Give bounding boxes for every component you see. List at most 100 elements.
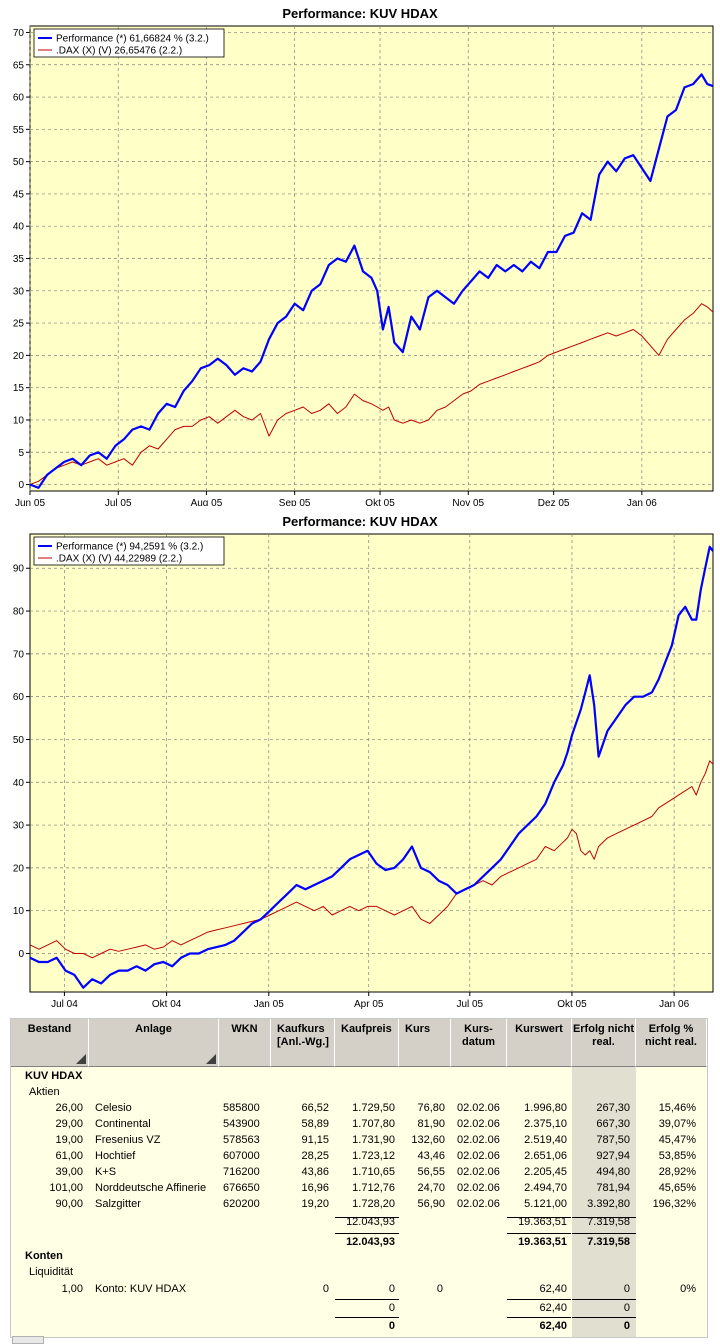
legend-entry: .DAX (X) (V) 26,65476 (2.2.) xyxy=(56,46,182,57)
tick-label-y: 65 xyxy=(13,60,25,71)
header-erfolg-pct[interactable]: Erfolg % nicht real. xyxy=(636,1019,707,1067)
cell-bestand: 19,00 xyxy=(55,1134,83,1146)
tick-label-y: 40 xyxy=(13,778,25,789)
subtotal-line xyxy=(507,1217,571,1218)
header-kursdatum[interactable]: Kurs- datum xyxy=(451,1019,507,1067)
konto-erfolg-pct: 0% xyxy=(680,1283,696,1295)
performance-chart-total: Performance: KUV HDAX 0 10 20 30 40 50 60 70 80 9… xyxy=(0,508,720,1012)
cell-datum: 02.02.06 xyxy=(457,1102,500,1114)
cell-datum: 02.02.06 xyxy=(457,1182,500,1194)
header-erfolg[interactable]: Erfolg nicht real. xyxy=(572,1019,636,1067)
tick-label-y: 50 xyxy=(13,735,25,746)
cell-kaufpreis: 1.728,20 xyxy=(352,1198,395,1210)
tick-label-x: Dez 05 xyxy=(538,498,570,506)
konten-total-kaufpreis: 0 xyxy=(388,1320,395,1332)
total-line xyxy=(335,1317,399,1318)
erfolg-column-highlight xyxy=(572,1067,636,1337)
cell-datum: 02.02.06 xyxy=(457,1118,500,1130)
cell-kaufpreis: 1.729,50 xyxy=(352,1102,395,1114)
tick-label-y: 0 xyxy=(18,949,24,960)
cell-datum: 02.02.06 xyxy=(457,1198,500,1210)
cell-erfolg-pct: 28,92% xyxy=(658,1166,696,1178)
header-kurswert[interactable]: Kurswert xyxy=(507,1019,572,1067)
cell-kaufpreis: 1.723,12 xyxy=(352,1150,395,1162)
tick-label-x: Jul 04 xyxy=(51,999,78,1010)
series-line xyxy=(29,545,714,989)
cell-kaufpreis: 1.707,80 xyxy=(352,1118,395,1130)
subtotal-line xyxy=(335,1299,399,1300)
tick-label-y: 10 xyxy=(13,415,25,426)
cell-erfolg: 667,30 xyxy=(596,1118,630,1130)
cell-bestand: 26,00 xyxy=(55,1102,83,1114)
cell-bestand: 39,00 xyxy=(55,1166,83,1178)
sort-corner-icon xyxy=(76,1054,86,1064)
aktien-total-kurswert: 19.363,51 xyxy=(518,1236,567,1248)
cell-wkn: 578563 xyxy=(223,1134,260,1146)
header-kaufpreis[interactable]: Kaufpreis xyxy=(335,1019,399,1067)
konto-bestand: 1,00 xyxy=(61,1283,83,1295)
cell-erfolg: 3.392,80 xyxy=(587,1198,630,1210)
header-kaufkurs[interactable]: Kaufkurs [Anl.-Wg.] xyxy=(271,1019,335,1067)
header-label: Kurswert xyxy=(515,1023,563,1035)
cell-kurs: 81,90 xyxy=(417,1118,445,1130)
series-line xyxy=(29,760,714,959)
cell-anlage: Fresenius VZ xyxy=(95,1134,161,1146)
cell-datum: 02.02.06 xyxy=(457,1166,500,1178)
aktien-total-erfolg: 7.319,58 xyxy=(587,1236,630,1248)
total-line xyxy=(572,1317,636,1318)
header-anlage[interactable]: Anlage xyxy=(89,1019,219,1067)
cell-kaufpreis: 1.712,76 xyxy=(352,1182,395,1194)
header-label: Kurs- datum xyxy=(462,1023,495,1048)
tick-label-x: Okt 05 xyxy=(365,498,395,506)
header-wkn[interactable]: WKN xyxy=(219,1019,271,1067)
portfolio-table: Bestand Anlage WKN Kaufkurs [Anl.-Wg.] K… xyxy=(10,1018,708,1338)
horizontal-scrollbar[interactable] xyxy=(12,1336,44,1344)
subtotal-line xyxy=(572,1299,636,1300)
plot-area xyxy=(29,533,714,993)
cell-kaufkurs: 66,52 xyxy=(301,1102,329,1114)
cell-kaufkurs: 16,96 xyxy=(301,1182,329,1194)
cell-kaufkurs: 19,20 xyxy=(301,1198,329,1210)
tick-label-y: 30 xyxy=(13,821,25,832)
cell-kurs: 56,90 xyxy=(417,1198,445,1210)
cell-erfolg-pct: 45,65% xyxy=(658,1182,696,1194)
legend-entry: .DAX (X) (V) 44,22989 (2.2.) xyxy=(56,554,182,565)
header-kurs[interactable]: Kurs xyxy=(399,1019,451,1067)
legend-entry: Performance (*) 94,2591 % (3.2.) xyxy=(56,542,203,553)
section-aktien: Aktien xyxy=(29,1086,60,1098)
cell-kurs: 56,55 xyxy=(417,1166,445,1178)
cell-anlage: Salzgitter xyxy=(95,1198,141,1210)
cell-kaufpreis: 1.731,90 xyxy=(352,1134,395,1146)
cell-kurswert: 1.996,80 xyxy=(524,1102,567,1114)
tick-label-y: 70 xyxy=(13,28,25,39)
tick-label-y: 20 xyxy=(13,351,25,362)
subtotal-line xyxy=(507,1299,571,1300)
konten-subtotal-kaufpreis: 0 xyxy=(388,1302,395,1314)
subtotal-line xyxy=(572,1217,636,1218)
header-label: Kaufpreis xyxy=(341,1023,392,1035)
cell-erfolg: 267,30 xyxy=(596,1102,630,1114)
total-line xyxy=(507,1233,571,1234)
cell-wkn: 585800 xyxy=(223,1102,260,1114)
konto-anlage[interactable]: Konto: KUV HDAX xyxy=(95,1283,187,1295)
cell-kurs: 76,80 xyxy=(417,1102,445,1114)
konten-total-erfolg: 0 xyxy=(623,1320,630,1332)
cell-kurswert: 2.375,10 xyxy=(524,1118,567,1130)
legend-box xyxy=(33,28,225,58)
tick-label-x: Okt 05 xyxy=(557,999,587,1010)
cell-datum: 02.02.06 xyxy=(457,1150,500,1162)
cell-wkn: 607000 xyxy=(223,1150,260,1162)
cell-bestand: 29,00 xyxy=(55,1118,83,1130)
header-bestand[interactable]: Bestand xyxy=(11,1019,89,1067)
header-label: WKN xyxy=(231,1023,258,1035)
plot-area xyxy=(29,25,714,492)
sort-corner-icon xyxy=(206,1054,216,1064)
header-label: Kaufkurs [Anl.-Wg.] xyxy=(277,1023,329,1048)
tick-label-y: 50 xyxy=(13,157,25,168)
tick-label-y: 35 xyxy=(13,254,25,265)
header-label: Erfolg nicht real. xyxy=(572,1023,635,1048)
header-label: Anlage xyxy=(135,1023,172,1035)
cell-erfolg: 781,94 xyxy=(596,1182,630,1194)
header-label: Bestand xyxy=(27,1023,72,1035)
konto-kaufkurs: 0 xyxy=(322,1283,329,1295)
